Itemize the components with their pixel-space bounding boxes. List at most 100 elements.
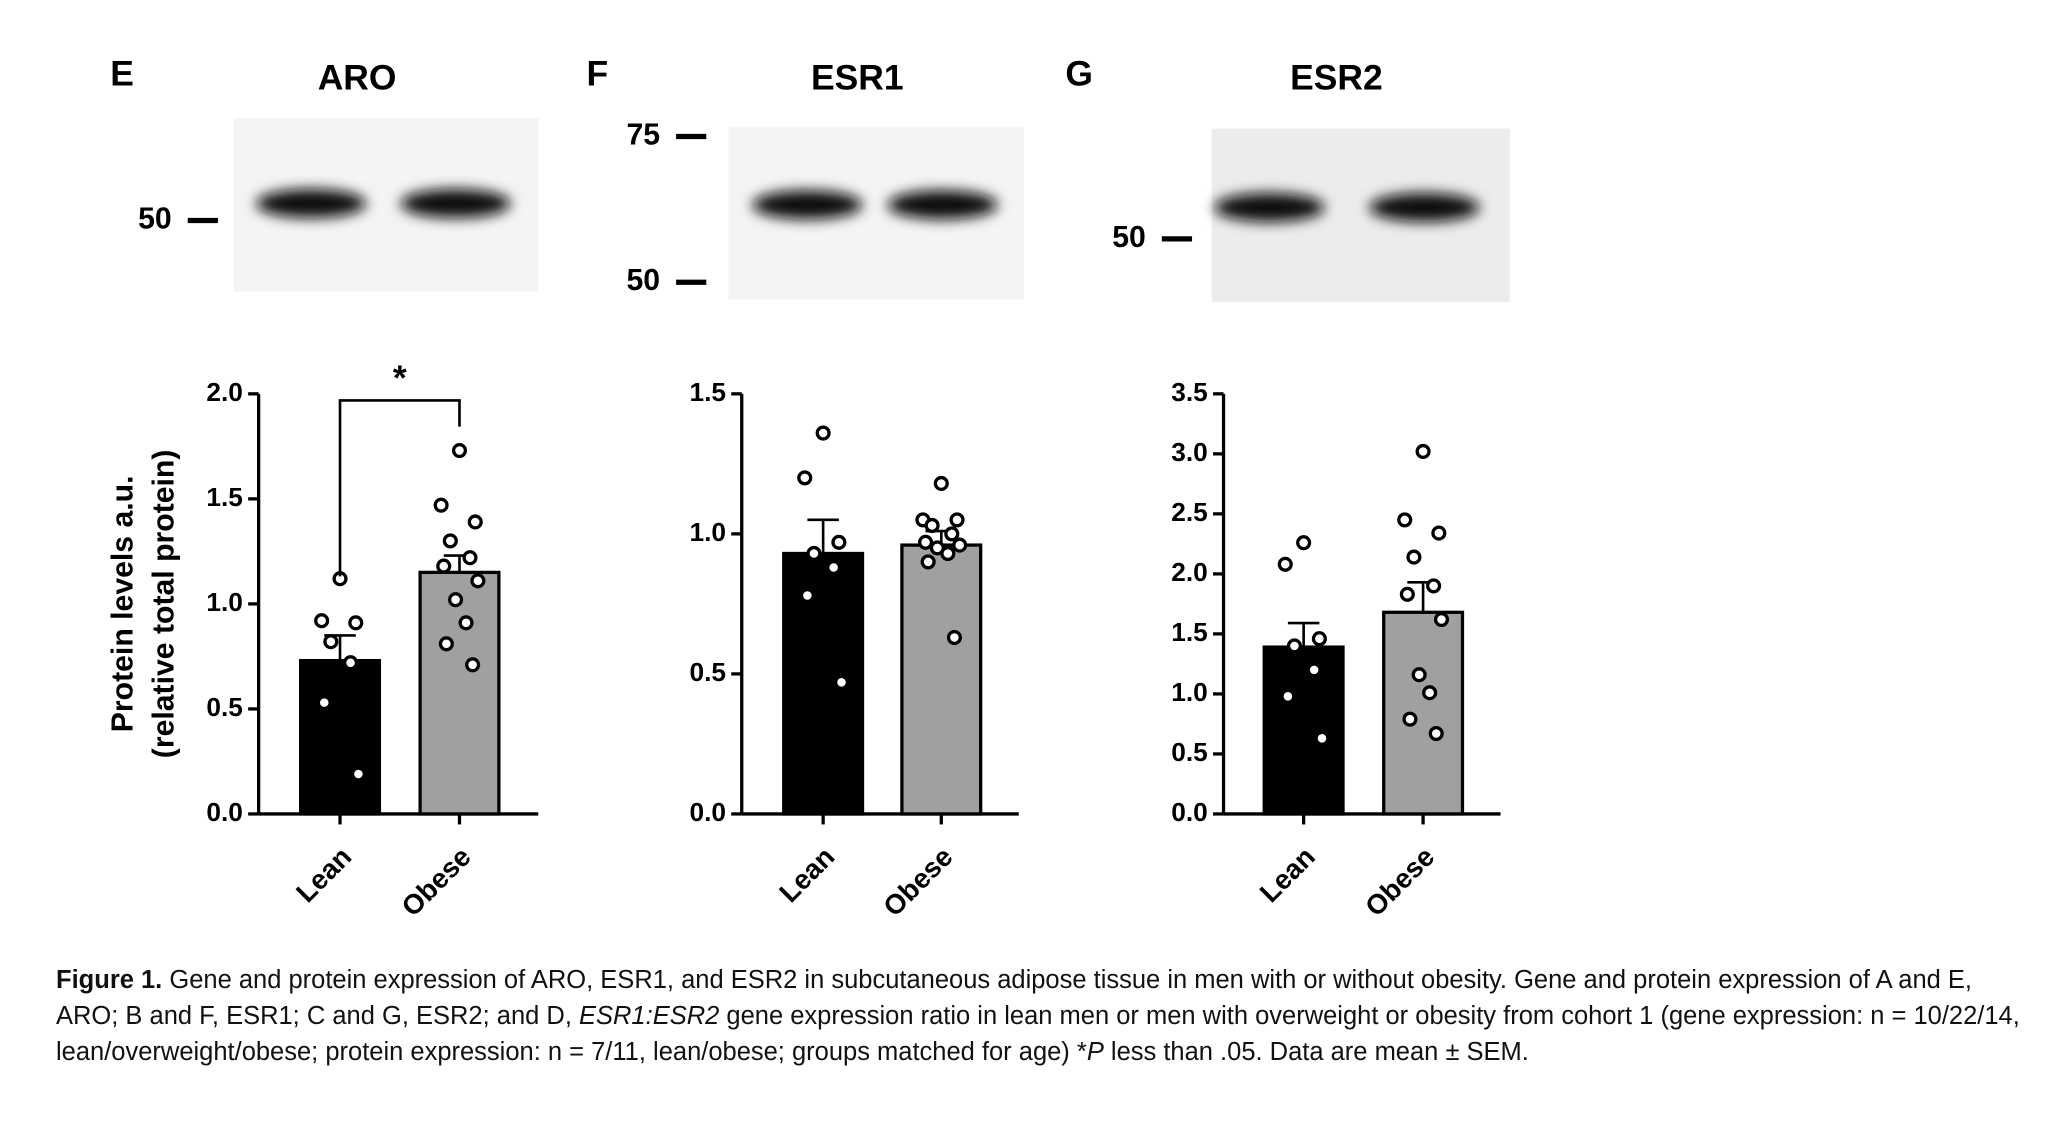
- y-tick-label: 2.0: [1171, 557, 1208, 587]
- caption-text: gene expression ratio in lean men or men…: [56, 1002, 2020, 1066]
- y-tick-label: 1.0: [1171, 677, 1208, 707]
- panel-letter: E: [110, 54, 134, 94]
- data-point: [1428, 725, 1444, 742]
- data-point: [316, 695, 332, 711]
- y-tick-label: 1.0: [206, 587, 243, 617]
- data-point: [342, 655, 359, 671]
- data-point: [831, 534, 847, 550]
- data-point: [451, 443, 468, 459]
- y-tick-label: 1.5: [206, 482, 243, 512]
- significance-bracket: [338, 399, 461, 577]
- y-tick-label: 2.5: [1171, 497, 1208, 527]
- data-point: [1397, 512, 1413, 528]
- bar: [298, 658, 382, 816]
- caption-text: P: [1086, 1038, 1104, 1066]
- panel-title: ARO: [318, 57, 397, 97]
- y-tick-label: 0.0: [689, 797, 726, 827]
- data-point: [348, 615, 364, 631]
- data-point: [462, 550, 478, 566]
- error-bar: [807, 518, 839, 554]
- data-point: [946, 629, 962, 646]
- panel-title: ESR1: [811, 57, 904, 97]
- x-tick-label: Obese: [395, 841, 476, 922]
- data-point: [1286, 638, 1302, 654]
- data-point: [1406, 549, 1422, 565]
- x-tick-label: Lean: [290, 841, 357, 908]
- data-point: [1411, 667, 1427, 683]
- y-axis-label: Protein levels a.u.: [107, 476, 140, 733]
- y-tick-label: 0.5: [689, 657, 726, 687]
- y-tick-label: 1.5: [689, 377, 726, 407]
- data-point: [799, 587, 815, 604]
- bar: [418, 570, 501, 816]
- bar: [1382, 610, 1465, 816]
- data-point: [433, 497, 449, 513]
- data-point: [1314, 730, 1330, 746]
- data-point: [1311, 631, 1327, 647]
- caption-label: Figure 1.: [56, 966, 163, 994]
- y-tick-label: 0.0: [1171, 797, 1208, 827]
- y-tick-label: 1.5: [1171, 617, 1208, 647]
- data-point: [314, 613, 330, 629]
- data-point: [1433, 611, 1450, 628]
- error-bar: [1287, 621, 1320, 648]
- data-point: [448, 592, 464, 608]
- data-point: [323, 634, 339, 650]
- data-point: [350, 766, 366, 782]
- x-tick-label: Obese: [1359, 841, 1440, 922]
- panel-letter: G: [1065, 54, 1093, 94]
- y-tick-label: 2.0: [206, 377, 243, 407]
- data-point: [1296, 535, 1312, 551]
- data-point: [944, 526, 960, 542]
- blot-band: [1369, 192, 1480, 222]
- data-point: [833, 674, 850, 690]
- caption-text: less than .05. Data are mean ± SEM.: [1103, 1038, 1529, 1066]
- blot-marker-label: 50: [626, 264, 660, 297]
- blot-marker-label: 75: [626, 119, 660, 152]
- data-point: [467, 514, 483, 530]
- data-point: [1402, 711, 1418, 727]
- bar: [900, 543, 983, 816]
- data-point: [1422, 685, 1438, 701]
- data-point: [1415, 443, 1431, 460]
- data-point: [1280, 688, 1296, 704]
- bar: [1262, 645, 1345, 816]
- data-point: [1431, 525, 1447, 541]
- data-point: [920, 554, 936, 570]
- y-tick-label: 0.5: [1171, 737, 1208, 767]
- data-point: [438, 636, 454, 652]
- data-point: [442, 533, 458, 549]
- caption: Figure 1. Gene and protein expression of…: [56, 962, 2021, 1070]
- data-point: [1399, 586, 1415, 602]
- y-tick-label: 0.5: [206, 692, 243, 722]
- blot-band: [1214, 192, 1325, 222]
- data-point: [949, 512, 965, 528]
- y-tick-label: 1.0: [689, 517, 726, 547]
- data-point: [952, 537, 968, 553]
- data-point: [1426, 578, 1442, 594]
- y-tick-label: 3.0: [1171, 437, 1208, 467]
- x-tick-label: Lean: [1254, 841, 1321, 908]
- data-point: [436, 558, 452, 574]
- blot-band: [400, 189, 511, 218]
- blot-marker-label: 50: [138, 203, 172, 236]
- data-point: [826, 559, 842, 576]
- blot-band: [887, 190, 998, 220]
- data-point: [815, 425, 831, 441]
- data-point: [1277, 556, 1293, 572]
- data-point: [458, 615, 474, 631]
- data-point: [1306, 662, 1322, 678]
- data-point: [924, 517, 940, 534]
- panel-letter: F: [587, 54, 609, 94]
- data-point: [465, 657, 481, 673]
- caption-text: Gene and protein expression of ARO, ESR1…: [56, 966, 1972, 1030]
- bar: [782, 551, 865, 816]
- data-point: [470, 573, 486, 589]
- x-tick-label: Lean: [773, 841, 840, 908]
- caption-text: ESR1:ESR2: [579, 1002, 720, 1030]
- data-point: [806, 545, 822, 562]
- data-point: [917, 534, 934, 550]
- data-point: [933, 475, 949, 492]
